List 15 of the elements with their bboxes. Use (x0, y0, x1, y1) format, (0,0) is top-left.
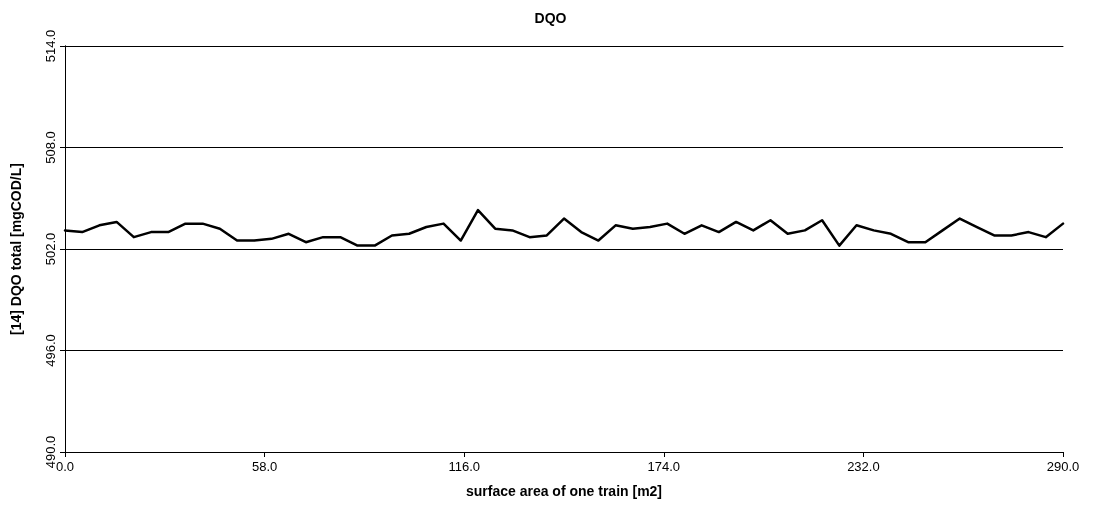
y-tick-label: 496.0 (43, 334, 58, 367)
x-tick-label: 290.0 (1046, 459, 1080, 474)
x-tick-label: 58.0 (251, 459, 278, 474)
y-tick-label: 490.0 (43, 435, 58, 469)
y-tick-label: 508.0 (43, 131, 58, 164)
x-tick-label: 174.0 (647, 459, 681, 474)
x-tick-label: 232.0 (847, 459, 880, 474)
x-axis-title: surface area of one train [m2] (465, 483, 663, 499)
x-tick-label: 0.0 (55, 459, 75, 474)
chart-title: DQO (534, 10, 567, 26)
y-tick-label: 514.0 (43, 29, 58, 63)
y-axis-title: [14] DQO total [mgCOD/L] (8, 163, 24, 335)
y-tick-label: 502.0 (43, 232, 58, 266)
x-tick-label: 116.0 (448, 459, 480, 474)
line-series (63, 208, 1065, 247)
